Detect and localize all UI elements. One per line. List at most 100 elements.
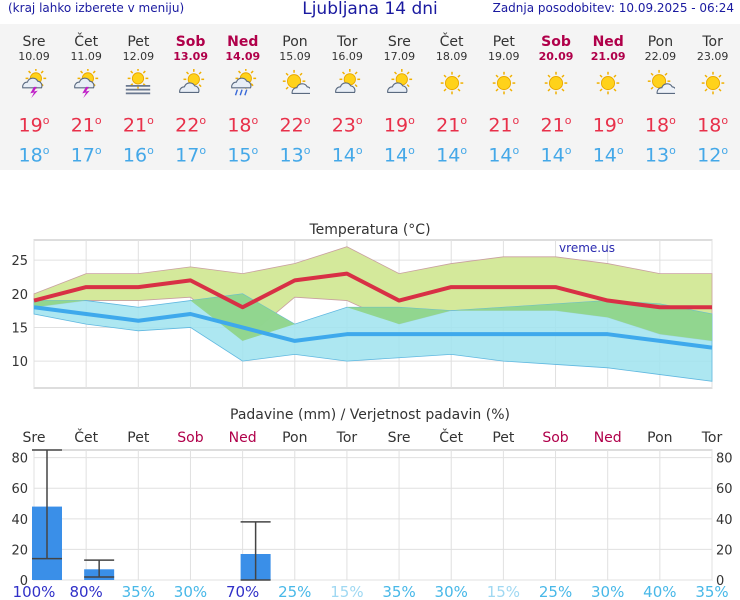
temperature-range-overlap bbox=[34, 293, 712, 341]
sunny-icon bbox=[701, 71, 724, 95]
day-date: 13.09 bbox=[173, 50, 208, 63]
day-name: Čet bbox=[74, 34, 99, 50]
day-name: Sob bbox=[541, 34, 571, 50]
max-temperature: 21o bbox=[122, 114, 154, 137]
day-name: Čet bbox=[439, 34, 464, 50]
menu-hint[interactable]: (kraj lahko izberete v meniju) bbox=[8, 1, 185, 15]
day-column: Tor 23.09 18o 12o bbox=[687, 24, 739, 167]
precipitation-y-tick-left: 40 bbox=[11, 513, 28, 528]
chart-watermark: vreme.us bbox=[559, 241, 615, 255]
day-date: 11.09 bbox=[70, 50, 102, 63]
day-name: Ned bbox=[227, 34, 259, 50]
page-title: Ljubljana 14 dni bbox=[302, 0, 438, 19]
precipitation-day-label: Pet bbox=[127, 430, 150, 446]
precipitation-day-label: Pon bbox=[647, 430, 672, 446]
day-date: 17.09 bbox=[383, 50, 416, 63]
max-temperature: 21o bbox=[70, 114, 102, 137]
precipitation-y-tick-right: 20 bbox=[716, 543, 733, 558]
precipitation-probability: 30% bbox=[174, 583, 207, 600]
min-temperature: 13o bbox=[279, 144, 311, 167]
precipitation-probability: 35% bbox=[695, 583, 728, 600]
precipitation-day-label: Čet bbox=[74, 428, 98, 446]
day-column: Čet 18.09 21o 14o bbox=[426, 24, 478, 167]
precipitation-probability: 30% bbox=[591, 583, 624, 600]
sunny-icon bbox=[596, 71, 620, 95]
day-name: Ned bbox=[592, 34, 624, 50]
precipitation-probability: 25% bbox=[278, 583, 311, 600]
precipitation-y-tick-right: 80 bbox=[716, 452, 733, 467]
min-temperature: 14o bbox=[383, 144, 415, 167]
precipitation-chart-title: Padavine (mm) / Verjetnost padavin (%) bbox=[230, 407, 510, 423]
partly-cloudy-icon bbox=[387, 69, 413, 93]
day-date: 19.09 bbox=[488, 50, 520, 63]
max-temperature: 22o bbox=[175, 114, 207, 137]
day-date: 12.09 bbox=[122, 50, 155, 63]
day-name: Tor bbox=[702, 34, 723, 50]
precipitation-day-label: Sre bbox=[388, 430, 411, 446]
precipitation-probability: 100% bbox=[13, 583, 56, 600]
precipitation-day-label: Pon bbox=[282, 430, 307, 446]
day-column: Pet 19.09 21o 14o bbox=[478, 24, 530, 167]
precipitation-y-tick-left: 80 bbox=[11, 452, 28, 467]
precipitation-day-label: Ned bbox=[229, 430, 257, 446]
day-column: Pon 15.09 22o 13o bbox=[269, 24, 321, 167]
precipitation-y-tick-right: 0 bbox=[716, 574, 724, 589]
min-temperature-line bbox=[33, 305, 713, 350]
max-temperature: 21o bbox=[488, 114, 520, 137]
sunny-icon bbox=[492, 71, 516, 95]
day-column: Pet 12.09 21o 16o bbox=[112, 24, 164, 167]
last-updated: Zadnja posodobitev: 10.09.2025 - 06:24 bbox=[492, 1, 734, 15]
day-column: Sob 13.09 22o 17o bbox=[165, 24, 217, 167]
temperature-y-tick: 25 bbox=[11, 254, 28, 269]
partly-cloudy-icon bbox=[178, 69, 204, 93]
precipitation-probability: 35% bbox=[122, 583, 155, 600]
day-name: Sre bbox=[387, 34, 411, 50]
max-temperature-line bbox=[33, 271, 712, 310]
day-name: Pet bbox=[127, 34, 150, 50]
precipitation-probability: 35% bbox=[382, 583, 415, 600]
precipitation-probability: 25% bbox=[539, 583, 572, 600]
day-column: Tor 16.09 23o 14o bbox=[321, 24, 373, 167]
thunderstorm-icon bbox=[22, 69, 47, 99]
temperature-chart-title: Temperatura (°C) bbox=[308, 222, 430, 238]
min-temperature: 14o bbox=[488, 144, 520, 167]
sunny-icon bbox=[544, 71, 568, 95]
precipitation-plot-area bbox=[33, 449, 713, 581]
day-name: Sre bbox=[22, 34, 46, 50]
precipitation-probability: 15% bbox=[330, 583, 363, 600]
sunny-icon bbox=[440, 71, 463, 95]
min-temperature: 17o bbox=[70, 144, 102, 167]
fog-icon bbox=[126, 69, 151, 95]
max-temperature: 22o bbox=[279, 114, 311, 137]
day-column: Ned 14.09 18o 15o bbox=[217, 24, 269, 166]
day-date: 20.09 bbox=[538, 50, 574, 63]
day-name: Pon bbox=[647, 34, 674, 50]
min-temperature: 14o bbox=[436, 144, 468, 167]
max-temperature: 23o bbox=[331, 114, 363, 137]
precipitation-day-label: Čet bbox=[439, 428, 463, 446]
temperature-y-tick: 10 bbox=[11, 355, 28, 370]
max-temperature: 21o bbox=[540, 114, 572, 137]
day-name: Pon bbox=[282, 34, 308, 50]
day-column: Pon 22.09 18o 13o bbox=[634, 24, 686, 166]
precipitation-probability: 70% bbox=[226, 583, 259, 600]
day-date: 14.09 bbox=[225, 50, 261, 63]
day-column: Sre 10.09 19o 18o bbox=[8, 24, 60, 166]
temperature-y-tick: 15 bbox=[11, 321, 28, 336]
min-temperature: 14o bbox=[331, 144, 363, 167]
precipitation-day-label: Pet bbox=[492, 430, 515, 446]
min-temperature: 12o bbox=[697, 144, 729, 167]
day-name: Pet bbox=[492, 34, 515, 50]
min-temperature: 17o bbox=[175, 144, 207, 167]
day-date: 23.09 bbox=[696, 50, 729, 63]
min-temperature: 16o bbox=[122, 144, 154, 167]
precipitation-probability: 80% bbox=[69, 583, 102, 600]
day-name: Tor bbox=[336, 34, 358, 50]
forecast-charts: Temperatura (°C) 10 15 20 25 vreme.us Padavine… bbox=[11, 222, 733, 600]
precipitation-probability: 40% bbox=[643, 583, 676, 600]
day-date: 18.09 bbox=[435, 50, 468, 63]
precipitation-day-label: Ned bbox=[594, 430, 622, 446]
temperature-y-tick: 20 bbox=[11, 288, 28, 303]
mostly-sunny-icon bbox=[282, 69, 310, 94]
min-temperature: 14o bbox=[540, 144, 572, 167]
